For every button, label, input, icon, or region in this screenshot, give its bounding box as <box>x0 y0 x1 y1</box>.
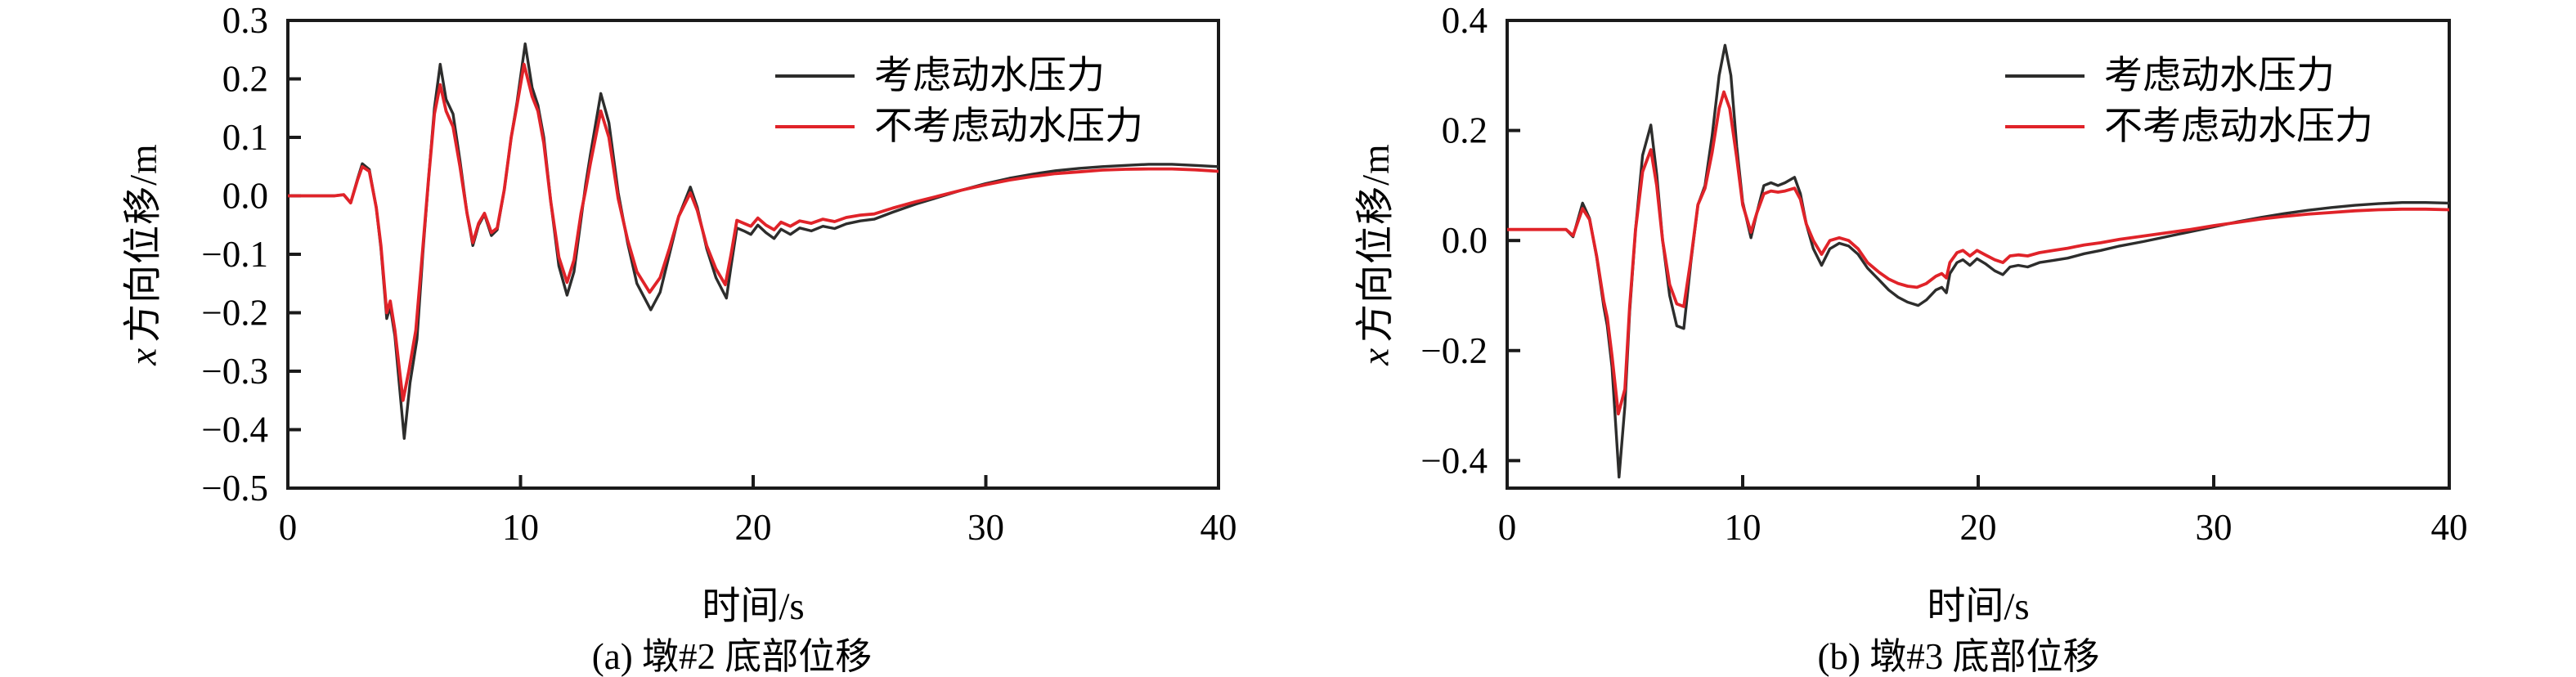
legend-item-with-pressure: 考虑动水压力 <box>775 51 1143 101</box>
black-line-swatch <box>775 74 855 78</box>
legend-label: 考虑动水压力 <box>2104 54 2335 97</box>
svg-text:−0.2: −0.2 <box>1420 330 1488 371</box>
red-line-swatch <box>775 125 855 128</box>
svg-text:20: 20 <box>735 507 772 548</box>
svg-text:30: 30 <box>2196 507 2233 548</box>
black-line-swatch <box>2005 74 2085 78</box>
legend-label: 不考虑动水压力 <box>2104 105 2373 148</box>
svg-text:40: 40 <box>1200 507 1237 548</box>
svg-text:−0.1: −0.1 <box>201 234 268 275</box>
svg-text:0.2: 0.2 <box>1442 110 1488 151</box>
chart-b-panel: x方向位移/m 0 10 20 30 40 0.4 0.2 0.0 −0.2 −0.4 考虑动水压… <box>1288 0 2576 677</box>
plot-area: 0 10 20 30 40 0.4 0.2 0.0 −0.2 −0.4 <box>1420 0 2468 548</box>
svg-text:10: 10 <box>1725 507 1761 548</box>
red-line-swatch <box>2005 125 2085 128</box>
x-axis-title: 时间/s <box>1927 585 2030 628</box>
svg-text:0.0: 0.0 <box>1442 220 1488 261</box>
subfigure-caption: (a) 墩#2 底部位移 <box>591 636 873 677</box>
svg-text:30: 30 <box>967 507 1004 548</box>
svg-text:0.0: 0.0 <box>222 176 268 217</box>
svg-text:0: 0 <box>279 507 298 548</box>
svg-text:0.2: 0.2 <box>222 59 268 100</box>
subfigure-caption: (b) 墩#3 底部位移 <box>1817 636 2100 677</box>
svg-text:0.1: 0.1 <box>222 117 268 158</box>
svg-text:−0.4: −0.4 <box>201 410 268 451</box>
svg-text:20: 20 <box>1960 507 1997 548</box>
svg-text:−0.4: −0.4 <box>1420 440 1488 481</box>
legend-item-without-pressure: 不考虑动水压力 <box>2005 101 2373 152</box>
legend-item-without-pressure: 不考虑动水压力 <box>775 101 1143 152</box>
legend: 考虑动水压力 不考虑动水压力 <box>2005 51 2373 152</box>
svg-text:−0.2: −0.2 <box>201 293 268 334</box>
x-axis-title: 时间/s <box>702 585 805 628</box>
legend: 考虑动水压力 不考虑动水压力 <box>775 51 1143 152</box>
plot-area: 0 10 20 30 40 0.3 0.2 0.1 0.0 −0.1 −0.2 −0.3 −0.4 −0.… <box>201 0 1237 548</box>
svg-text:40: 40 <box>2431 507 2468 548</box>
svg-text:0.3: 0.3 <box>222 0 268 41</box>
svg-text:−0.5: −0.5 <box>201 468 268 509</box>
svg-text:0.4: 0.4 <box>1442 0 1488 41</box>
svg-text:10: 10 <box>502 507 539 548</box>
legend-item-with-pressure: 考虑动水压力 <box>2005 51 2373 101</box>
chart-a-panel: x方向位移/m 0 10 20 30 40 0.3 0.2 0.1 0.0 −0.1 −0.2 −0.… <box>123 0 1237 677</box>
legend-label: 考虑动水压力 <box>874 54 1105 97</box>
svg-text:0: 0 <box>1498 507 1517 548</box>
legend-label: 不考虑动水压力 <box>874 105 1143 148</box>
svg-text:−0.3: −0.3 <box>201 351 268 392</box>
